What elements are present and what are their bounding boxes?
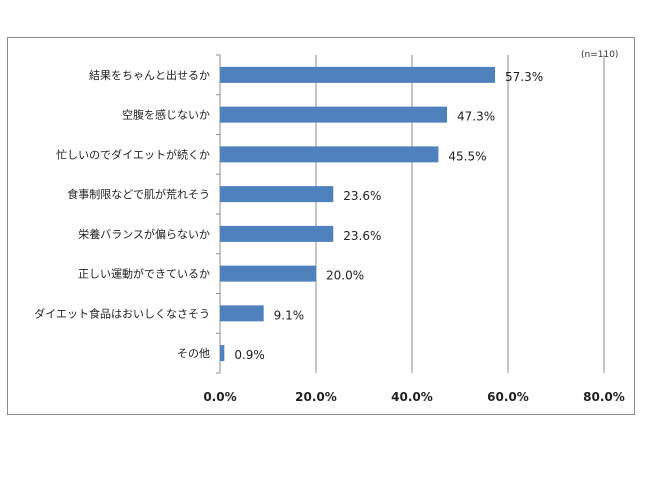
- value-label: 47.3%: [457, 110, 495, 124]
- category-label: 空腹を感じないか: [122, 108, 210, 122]
- bar: [220, 146, 439, 163]
- bar: [220, 345, 225, 362]
- value-label: 45.5%: [448, 149, 486, 163]
- value-label: 23.6%: [343, 229, 381, 243]
- x-tick-label: 20.0%: [295, 390, 337, 404]
- category-labels: 結果をちゃんと出せるか空腹を感じないか忙しいのでダイエットが続くか食事制限などで…: [34, 68, 210, 360]
- chart-frame: 結果をちゃんと出せるか空腹を感じないか忙しいのでダイエットが続くか食事制限などで…: [7, 37, 635, 415]
- bar: [220, 186, 334, 203]
- x-tick-label: 0.0%: [203, 390, 236, 404]
- x-tick-label: 40.0%: [391, 390, 433, 404]
- bar: [220, 106, 448, 123]
- category-label: 結果をちゃんと出せるか: [89, 68, 210, 82]
- sample-size-note: (n=110): [581, 50, 618, 60]
- bar: [220, 225, 334, 242]
- value-label: 0.9%: [234, 348, 265, 362]
- bar: [220, 305, 264, 322]
- x-tick-label: 80.0%: [583, 390, 625, 404]
- x-tick-labels: 0.0% 20.0% 40.0% 60.0% 80.0%: [203, 390, 624, 404]
- x-tick-label: 60.0%: [487, 390, 529, 404]
- value-labels: 57.3% 47.3% 45.5% 23.6% 23.6% 20.0% 9.1% 0.9%: [234, 70, 543, 362]
- gridlines: [216, 54, 605, 374]
- bar: [220, 66, 496, 83]
- category-label: 忙しいのでダイエットが続くか: [56, 147, 210, 161]
- value-label: 57.3%: [505, 70, 543, 84]
- category-label: 食事制限などで肌が荒れそう: [67, 187, 210, 201]
- category-label: 栄養バランスが偏らないか: [78, 227, 210, 241]
- category-label: その他: [177, 347, 210, 360]
- category-label: 正しい運動ができているか: [78, 267, 210, 281]
- category-label: ダイエット食品はおいしくなさそう: [34, 306, 210, 320]
- value-label: 9.1%: [274, 308, 305, 322]
- value-label: 20.0%: [326, 269, 364, 283]
- value-label: 23.6%: [343, 189, 381, 203]
- bars: [220, 66, 496, 362]
- bar-chart: 結果をちゃんと出せるか空腹を感じないか忙しいのでダイエットが続くか食事制限などで…: [34, 50, 625, 404]
- bar: [220, 265, 316, 282]
